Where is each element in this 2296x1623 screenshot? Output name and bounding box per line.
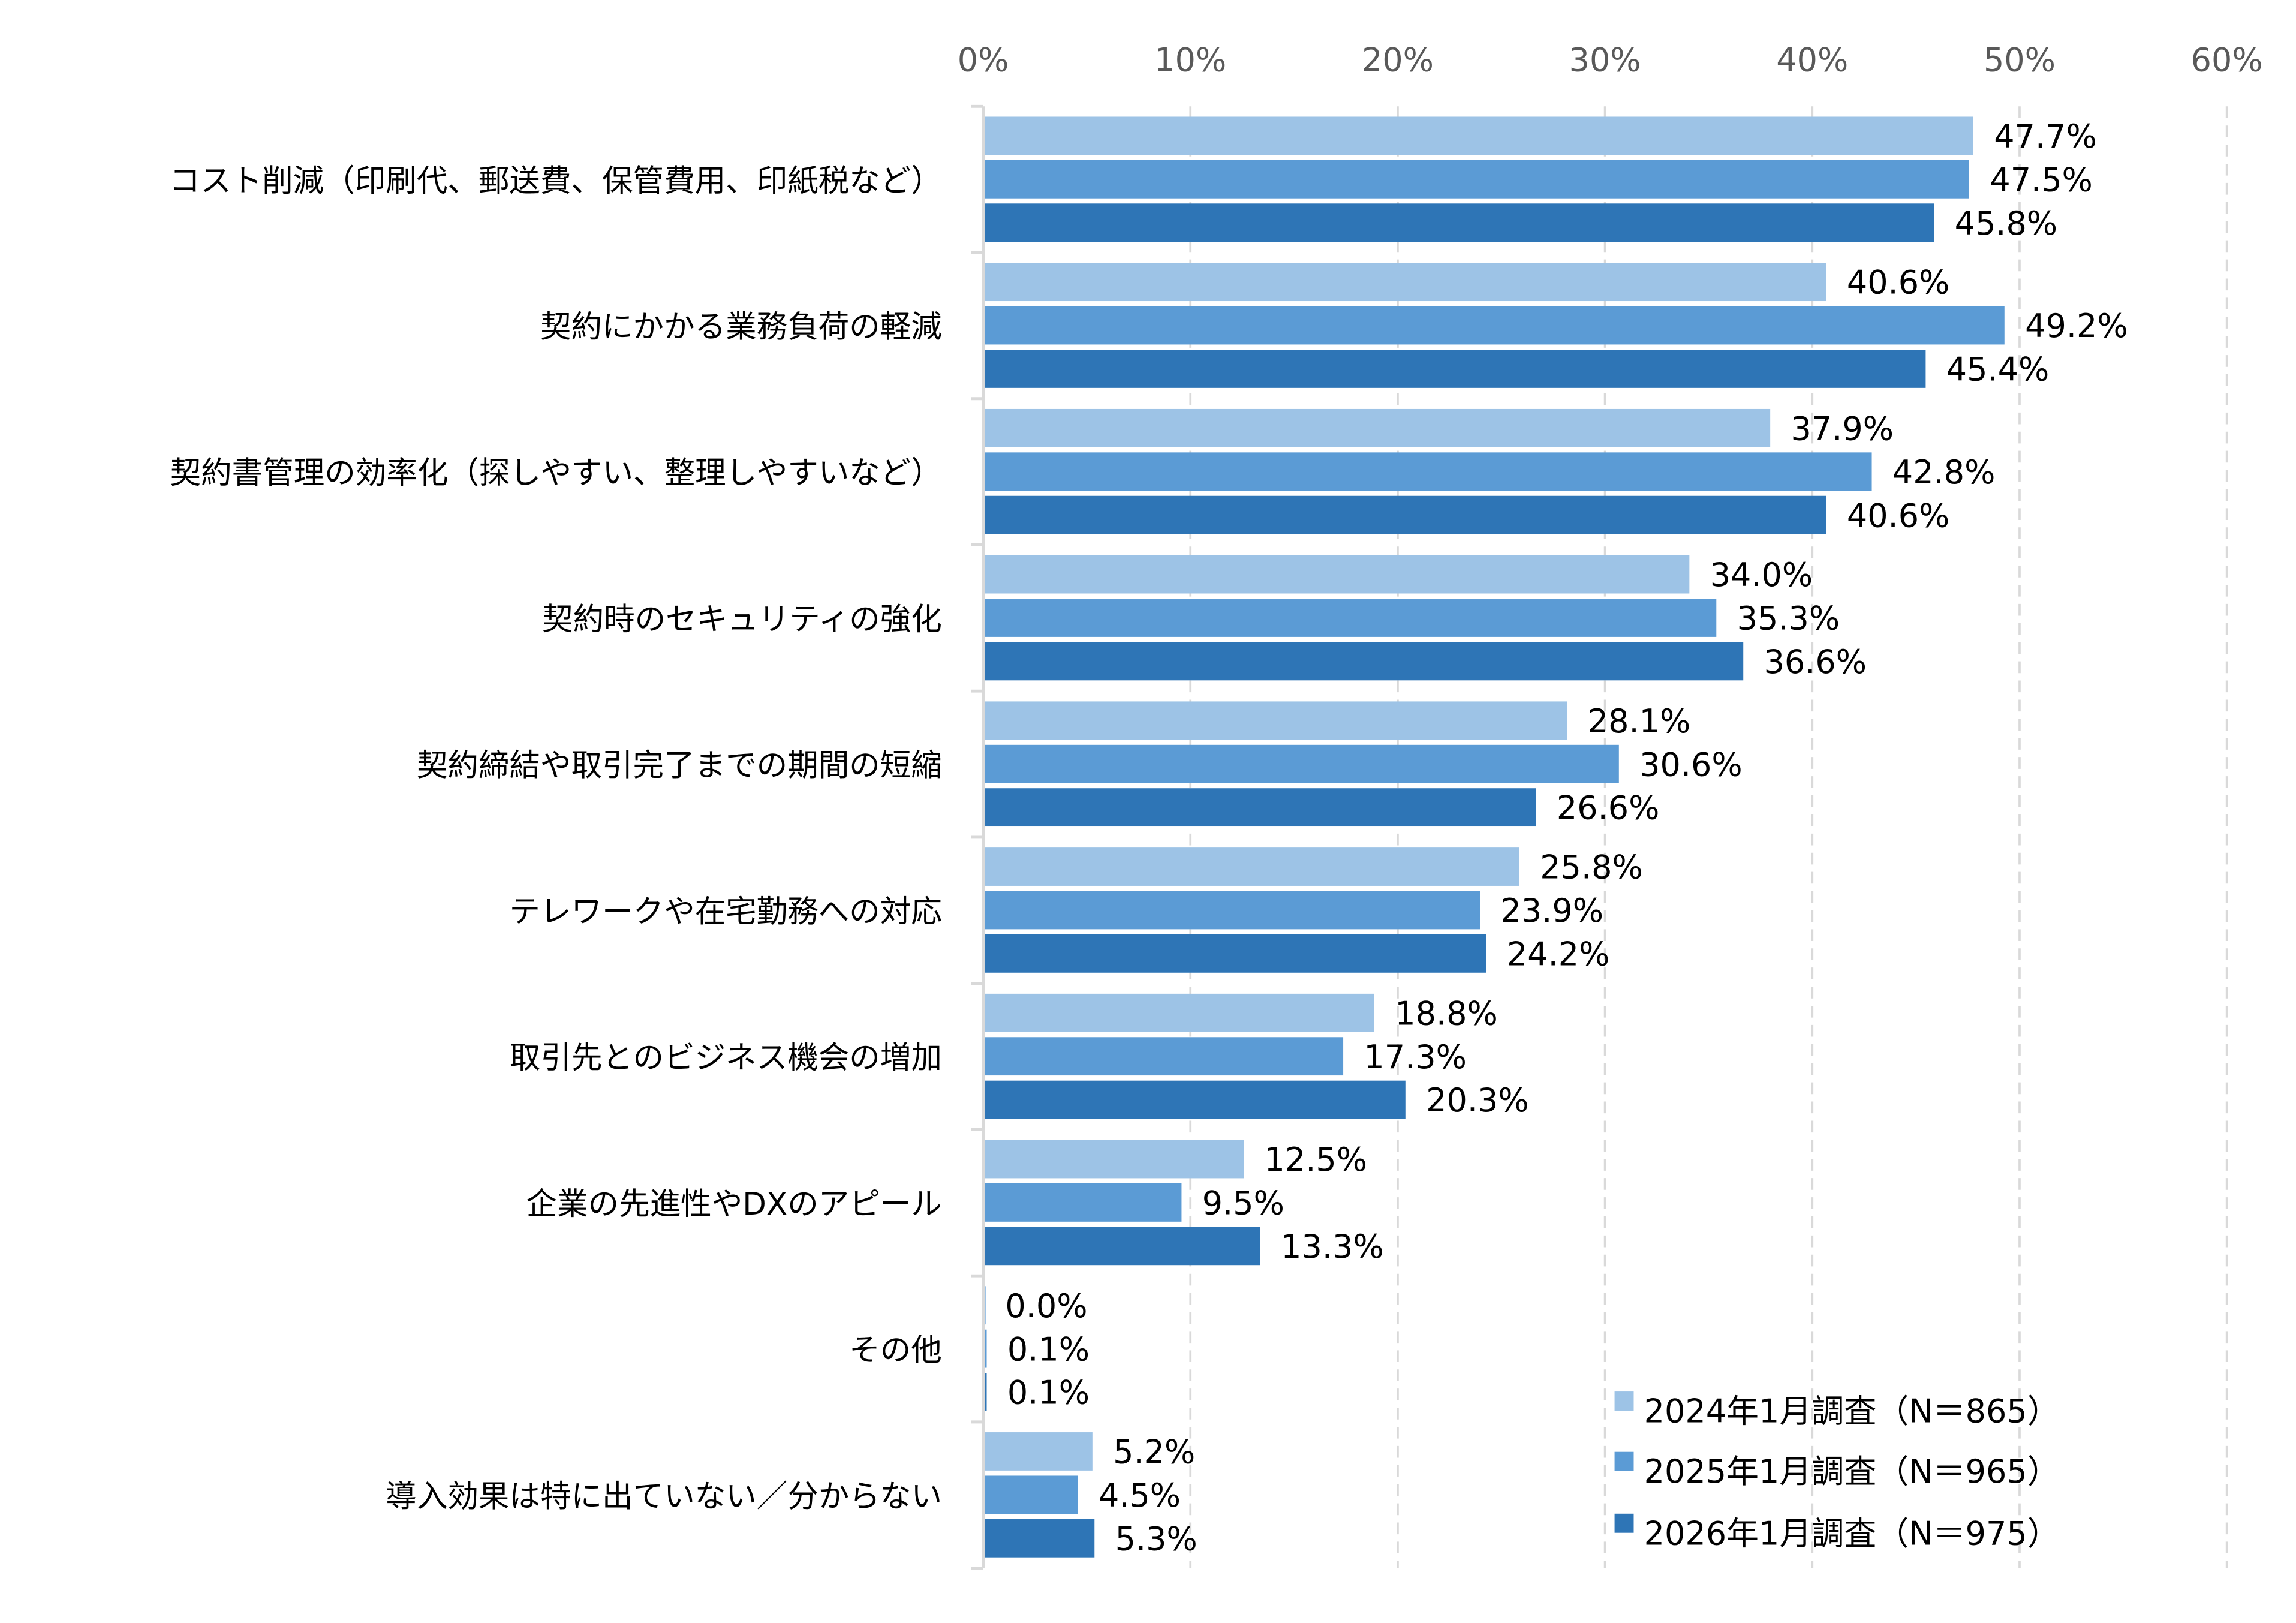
- category-label: 契約時のセキュリティの強化: [542, 602, 942, 638]
- data-label: 30.6%: [1639, 746, 1743, 783]
- x-tick-label: 10%: [1154, 41, 1226, 79]
- x-tick-label: 20%: [1362, 41, 1434, 79]
- legend-label: 2024年1月調査（N＝865）: [1644, 1393, 2060, 1430]
- x-axis-ticks: 0% 10% 20% 30% 40% 50% 60%: [958, 41, 2263, 79]
- data-label: 5.3%: [1115, 1520, 1197, 1558]
- data-label: 23.9%: [1501, 892, 1604, 930]
- data-label: 17.3%: [1364, 1038, 1467, 1076]
- data-label: 40.6%: [1847, 264, 1950, 302]
- category-label: テレワークや在宅勤務への対応: [509, 894, 941, 930]
- bar: [985, 847, 1519, 886]
- bar: [985, 993, 1374, 1032]
- data-label: 25.8%: [1540, 849, 1643, 886]
- data-label: 40.6%: [1847, 497, 1950, 534]
- bar: [985, 701, 1567, 740]
- bar: [985, 1037, 1344, 1076]
- bar: [985, 599, 1717, 637]
- category-labels: コスト削減（印刷代、郵送費、保管費用、印紙税など）契約にかかる業務負荷の軽減契約…: [170, 163, 942, 1515]
- data-label: 26.6%: [1557, 789, 1660, 827]
- legend-swatch: [1614, 1451, 1634, 1471]
- category-label: 導入効果は特に出ていない／分からない: [386, 1478, 942, 1514]
- bar: [985, 1227, 1260, 1266]
- bar: [985, 1432, 1093, 1471]
- bar: [985, 788, 1536, 827]
- x-tick-label: 50%: [1984, 41, 2056, 79]
- bar: [985, 1519, 1095, 1558]
- data-label: 49.2%: [2025, 307, 2128, 345]
- data-label: 13.3%: [1281, 1228, 1384, 1266]
- data-label: 42.8%: [1892, 453, 1996, 491]
- data-label: 47.5%: [1990, 161, 2093, 199]
- data-label: 37.9%: [1791, 410, 1894, 447]
- data-label: 20.3%: [1426, 1081, 1529, 1119]
- bar: [985, 1183, 1182, 1222]
- legend-label: 2025年1月調査（N＝965）: [1644, 1453, 2060, 1490]
- x-tick-label: 0%: [958, 41, 1009, 79]
- category-label: 契約書管理の効率化（探しやすい、整理しやすいなど）: [170, 455, 942, 491]
- y-axis: [971, 104, 985, 1570]
- data-label: 24.2%: [1507, 935, 1610, 973]
- category-label: 企業の先進性やDXのアピール: [526, 1186, 942, 1222]
- bar: [985, 1475, 1078, 1514]
- data-label: 36.6%: [1764, 643, 1867, 681]
- bar: [985, 263, 1826, 302]
- gridlines: [1189, 106, 2228, 1568]
- category-label: 契約にかかる業務負荷の軽減: [540, 309, 942, 345]
- bar: [985, 160, 1970, 199]
- bar: [985, 408, 1771, 447]
- bar: [985, 116, 1973, 155]
- category-label: その他: [849, 1333, 942, 1369]
- data-label: 45.8%: [1955, 205, 2058, 242]
- x-tick-label: 60%: [2191, 41, 2263, 79]
- bar: [985, 555, 1690, 594]
- x-tick-label: 40%: [1776, 41, 1848, 79]
- data-label: 5.2%: [1113, 1433, 1195, 1471]
- bar: [985, 306, 2005, 345]
- bar: [985, 642, 1744, 681]
- legend: 2024年1月調査（N＝865） 2025年1月調査（N＝965） 2026年1月調…: [1614, 1391, 2060, 1552]
- category-label: 契約締結や取引完了までの期間の短縮: [417, 748, 942, 784]
- legend-label: 2026年1月調査（N＝975）: [1644, 1514, 2060, 1552]
- data-label: 4.5%: [1099, 1477, 1181, 1514]
- bar: [985, 1140, 1244, 1179]
- bar: [985, 744, 1619, 783]
- data-label: 47.7%: [1994, 118, 2097, 155]
- bar: [985, 1080, 1406, 1119]
- bar: [985, 934, 1486, 973]
- bars: 47.7%47.5%45.8%40.6%49.2%45.4%37.9%42.8%…: [985, 116, 2128, 1558]
- data-label: 0.1%: [1007, 1374, 1090, 1412]
- data-label: 9.5%: [1202, 1185, 1284, 1222]
- legend-swatch: [1614, 1391, 1634, 1411]
- bar: [985, 203, 1934, 242]
- data-label: 0.1%: [1007, 1330, 1090, 1368]
- category-label: 取引先とのビジネス機会の増加: [510, 1040, 942, 1076]
- data-label: 34.0%: [1710, 556, 1813, 594]
- bar: [985, 350, 1926, 388]
- category-label: コスト削減（印刷代、郵送費、保管費用、印紙税など）: [170, 163, 942, 199]
- x-tick-label: 30%: [1569, 41, 1641, 79]
- bar: [985, 1373, 987, 1411]
- bar: [985, 1286, 986, 1325]
- bar: [985, 452, 1872, 491]
- data-label: 18.8%: [1395, 994, 1498, 1032]
- data-label: 35.3%: [1737, 600, 1840, 638]
- data-label: 45.4%: [1946, 351, 2050, 389]
- bar: [985, 891, 1480, 930]
- data-label: 28.1%: [1588, 702, 1691, 740]
- bar: [985, 495, 1826, 534]
- bar: [985, 1329, 987, 1368]
- data-label: 0.0%: [1005, 1287, 1087, 1325]
- data-label: 12.5%: [1265, 1141, 1368, 1179]
- legend-swatch: [1614, 1513, 1634, 1533]
